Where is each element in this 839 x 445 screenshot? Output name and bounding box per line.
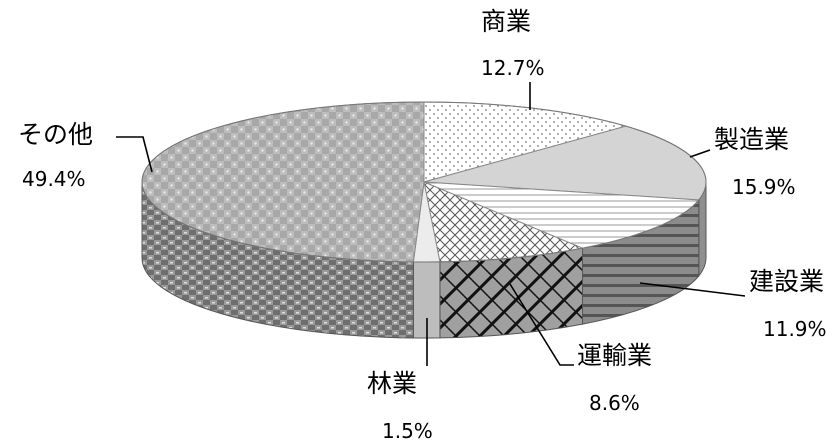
slice-label-その他: その他 — [18, 120, 93, 149]
leader-line-その他 — [116, 136, 153, 173]
slice-label-建設業: 建設業 — [749, 267, 824, 296]
slice-label-運輸業: 運輸業 — [577, 341, 652, 370]
pie-top-outline — [141, 101, 707, 263]
slice-labels: 商業 12.7% 製造業 15.9% 建設業 11.9% 運輸業 8.6% 林業 1.5% その他 4… — [18, 7, 827, 443]
slice-value-商業: 12.7% — [481, 56, 545, 80]
pie-sides — [141, 181, 707, 339]
slice-value-運輸業: 8.6% — [589, 391, 640, 415]
slice-label-製造業: 製造業 — [714, 125, 789, 154]
leader-line-製造業 — [689, 149, 711, 158]
slice-label-林業: 林業 — [367, 369, 417, 398]
slice-label-商業: 商業 — [481, 7, 531, 36]
leader-line-建設業 — [639, 282, 746, 297]
leader-lines — [116, 82, 746, 366]
leader-line-運輸業 — [509, 283, 574, 366]
slice-value-建設業: 11.9% — [763, 317, 827, 341]
slice-value-林業: 1.5% — [382, 419, 433, 443]
pie-top — [141, 101, 707, 263]
slice-value-その他: 49.4% — [22, 167, 86, 191]
slice-value-製造業: 15.9% — [732, 175, 796, 199]
